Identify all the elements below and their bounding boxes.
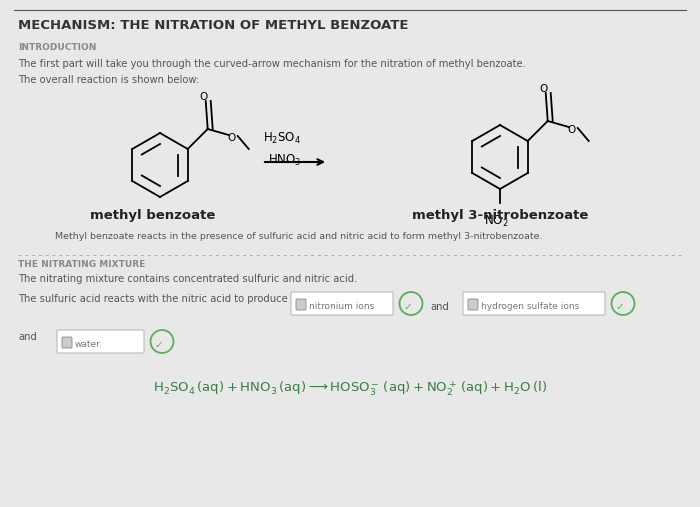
Text: methyl 3-nitrobenzoate: methyl 3-nitrobenzoate — [412, 209, 589, 222]
Text: O: O — [540, 84, 548, 94]
Text: $\mathrm{HNO_3}$: $\mathrm{HNO_3}$ — [268, 153, 302, 168]
Text: O: O — [199, 92, 208, 102]
Text: O: O — [228, 133, 236, 143]
FancyBboxPatch shape — [296, 299, 306, 310]
Text: methyl benzoate: methyl benzoate — [90, 209, 216, 222]
Text: and: and — [18, 332, 37, 342]
Text: nitronium ions: nitronium ions — [309, 302, 374, 311]
Text: The first part will take you through the curved-arrow mechanism for the nitratio: The first part will take you through the… — [18, 59, 526, 69]
Text: $\mathrm{NO_2}$: $\mathrm{NO_2}$ — [484, 214, 509, 229]
Text: The nitrating mixture contains concentrated sulfuric and nitric acid.: The nitrating mixture contains concentra… — [18, 274, 358, 284]
Text: $\mathrm{H_2SO_4}$: $\mathrm{H_2SO_4}$ — [263, 131, 301, 146]
Text: INTRODUCTION: INTRODUCTION — [18, 43, 97, 52]
FancyBboxPatch shape — [62, 337, 72, 348]
Text: THE NITRATING MIXTURE: THE NITRATING MIXTURE — [18, 260, 146, 269]
Text: MECHANISM: THE NITRATION OF METHYL BENZOATE: MECHANISM: THE NITRATION OF METHYL BENZO… — [18, 19, 409, 32]
FancyBboxPatch shape — [291, 292, 393, 315]
Text: and: and — [430, 302, 449, 312]
Text: $\mathrm{H_2SO_4\,(aq) + HNO_3\,(aq) \longrightarrow HOSO_3^-\,(aq) + NO_2^+\,(a: $\mathrm{H_2SO_4\,(aq) + HNO_3\,(aq) \lo… — [153, 380, 547, 399]
Text: ✓: ✓ — [615, 302, 624, 312]
Text: The overall reaction is shown below:: The overall reaction is shown below: — [18, 75, 199, 85]
FancyBboxPatch shape — [57, 330, 144, 353]
Text: water.: water. — [75, 340, 103, 349]
FancyBboxPatch shape — [463, 292, 605, 315]
Text: The sulfuric acid reacts with the nitric acid to produce: The sulfuric acid reacts with the nitric… — [18, 294, 288, 304]
Text: O: O — [568, 125, 576, 135]
Text: ✓: ✓ — [155, 340, 163, 350]
FancyBboxPatch shape — [468, 299, 478, 310]
Text: hydrogen sulfate ions: hydrogen sulfate ions — [481, 302, 580, 311]
Text: Methyl benzoate reacts in the presence of sulfuric acid and nitric acid to form : Methyl benzoate reacts in the presence o… — [55, 232, 542, 241]
Text: ✓: ✓ — [403, 302, 412, 312]
